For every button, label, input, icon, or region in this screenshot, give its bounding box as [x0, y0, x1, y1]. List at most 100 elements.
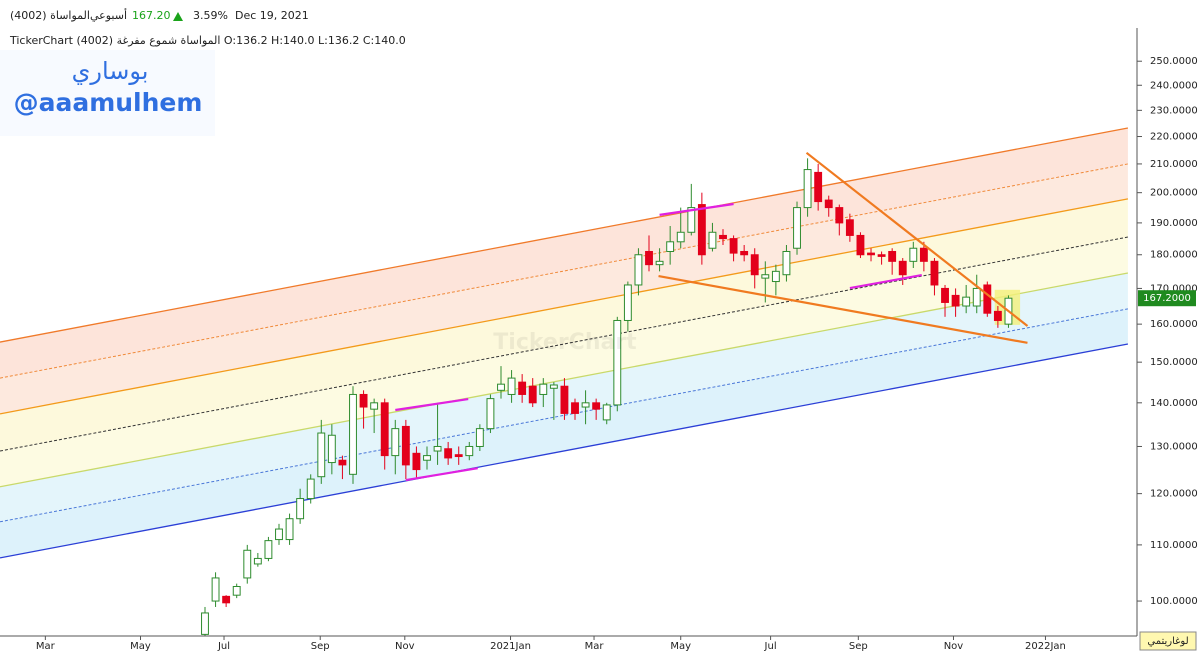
x-tick-label: Sep [311, 641, 330, 652]
candle-body [666, 241, 675, 252]
y-tick-label: 100.0000 [1150, 596, 1198, 607]
trend-line [658, 274, 1028, 344]
candle-body [972, 287, 981, 307]
candle-body [232, 585, 241, 596]
candle-body [444, 448, 453, 459]
candle-body [507, 377, 516, 395]
channel-line [0, 308, 1129, 523]
y-tick-label: 180.0000 [1150, 250, 1198, 261]
candle-body [201, 612, 209, 635]
candle-body [771, 270, 780, 283]
candle-body [719, 234, 727, 240]
watermark: TickerChart [493, 330, 637, 355]
y-tick-label: 120.0000 [1150, 489, 1198, 500]
candle-body [951, 294, 960, 307]
trend-line [395, 397, 469, 412]
candle-body [528, 385, 537, 404]
candle-body [729, 238, 738, 254]
trend-line [849, 273, 922, 290]
candle-body [518, 381, 527, 395]
candle-body [359, 393, 368, 408]
candle-body [740, 250, 749, 256]
candle-body [623, 284, 632, 321]
candle-body [845, 219, 854, 236]
current-price-label: 167.2000 [1143, 293, 1191, 304]
candle-body [296, 498, 305, 520]
candle-body [761, 274, 770, 279]
candle-body [285, 518, 294, 541]
channel-band [0, 237, 1128, 487]
candle-body [634, 254, 643, 286]
channel-line [0, 343, 1129, 559]
candle-body [983, 284, 992, 314]
candle-body [645, 250, 653, 266]
plot-area [0, 127, 1129, 636]
candle-body [539, 383, 548, 395]
channel-band [0, 308, 1128, 558]
candle-body [264, 540, 273, 559]
y-tick-label: 110.0000 [1150, 540, 1198, 551]
y-tick-label: 230.0000 [1150, 105, 1198, 116]
x-tick-label: Jul [217, 641, 230, 652]
overlay-handle: @aaamulhem [14, 88, 203, 117]
candle-body [687, 207, 696, 233]
candle-body [486, 398, 495, 430]
candle-body [412, 452, 421, 471]
candle-body [560, 385, 569, 414]
candle-body [835, 207, 844, 224]
candle-body [793, 207, 801, 249]
last-price: 167.20 [132, 9, 171, 22]
candle-body [909, 247, 918, 262]
candle-body [349, 393, 357, 475]
overlay-name: بوساري [72, 57, 149, 85]
x-tick-label: Sep [849, 641, 868, 652]
candle-body [497, 383, 505, 391]
candle-body [919, 247, 928, 262]
candle-body [898, 260, 907, 276]
y-tick-label: 210.0000 [1150, 159, 1198, 170]
candle-body [602, 404, 611, 421]
candle-body [782, 250, 791, 276]
channel-band [0, 163, 1128, 414]
candle-body [877, 254, 886, 257]
candle-body [391, 428, 400, 457]
candle-body [803, 169, 812, 209]
candle-body [592, 402, 601, 410]
current-price-box [1138, 290, 1196, 307]
scale-label: لوغاريتمي [1147, 636, 1188, 647]
candle-body [549, 384, 558, 389]
candle-body [962, 296, 971, 307]
x-tick-label: Mar [585, 641, 605, 652]
candle-body [613, 319, 622, 406]
candle-body [676, 231, 685, 243]
candle-body [243, 549, 252, 579]
y-tick-label: 200.0000 [1150, 188, 1198, 199]
candle-body [867, 252, 875, 256]
channel-line [0, 163, 1129, 379]
y-tick-label: 190.0000 [1150, 218, 1198, 229]
candle-body [824, 199, 833, 209]
candle-body [856, 234, 865, 256]
candle-body [475, 428, 484, 447]
info: TickerChart المواساة شموع مفرغة (4002) O… [9, 34, 406, 47]
x-tick-label: May [130, 641, 151, 652]
x-tick-label: Nov [395, 641, 415, 652]
y-tick-label: 240.0000 [1150, 80, 1198, 91]
y-tick-label: 150.0000 [1150, 357, 1198, 368]
candle-body [222, 595, 231, 604]
trend-line [805, 151, 1029, 327]
date: Dec 19, 2021 [235, 9, 309, 22]
candle-body [993, 310, 1002, 321]
candle-body [930, 260, 939, 286]
candle-body [750, 254, 759, 276]
candle-body [380, 402, 389, 457]
scale-box [1139, 631, 1197, 651]
y-tick-label: 170.0000 [1150, 283, 1198, 294]
channel-line [0, 236, 1129, 452]
change: 3.59% [193, 9, 228, 22]
trend-line [659, 202, 734, 216]
candle-body [327, 434, 336, 464]
candle-body [888, 250, 897, 262]
candle-body [697, 204, 706, 256]
channel-band [0, 198, 1128, 452]
